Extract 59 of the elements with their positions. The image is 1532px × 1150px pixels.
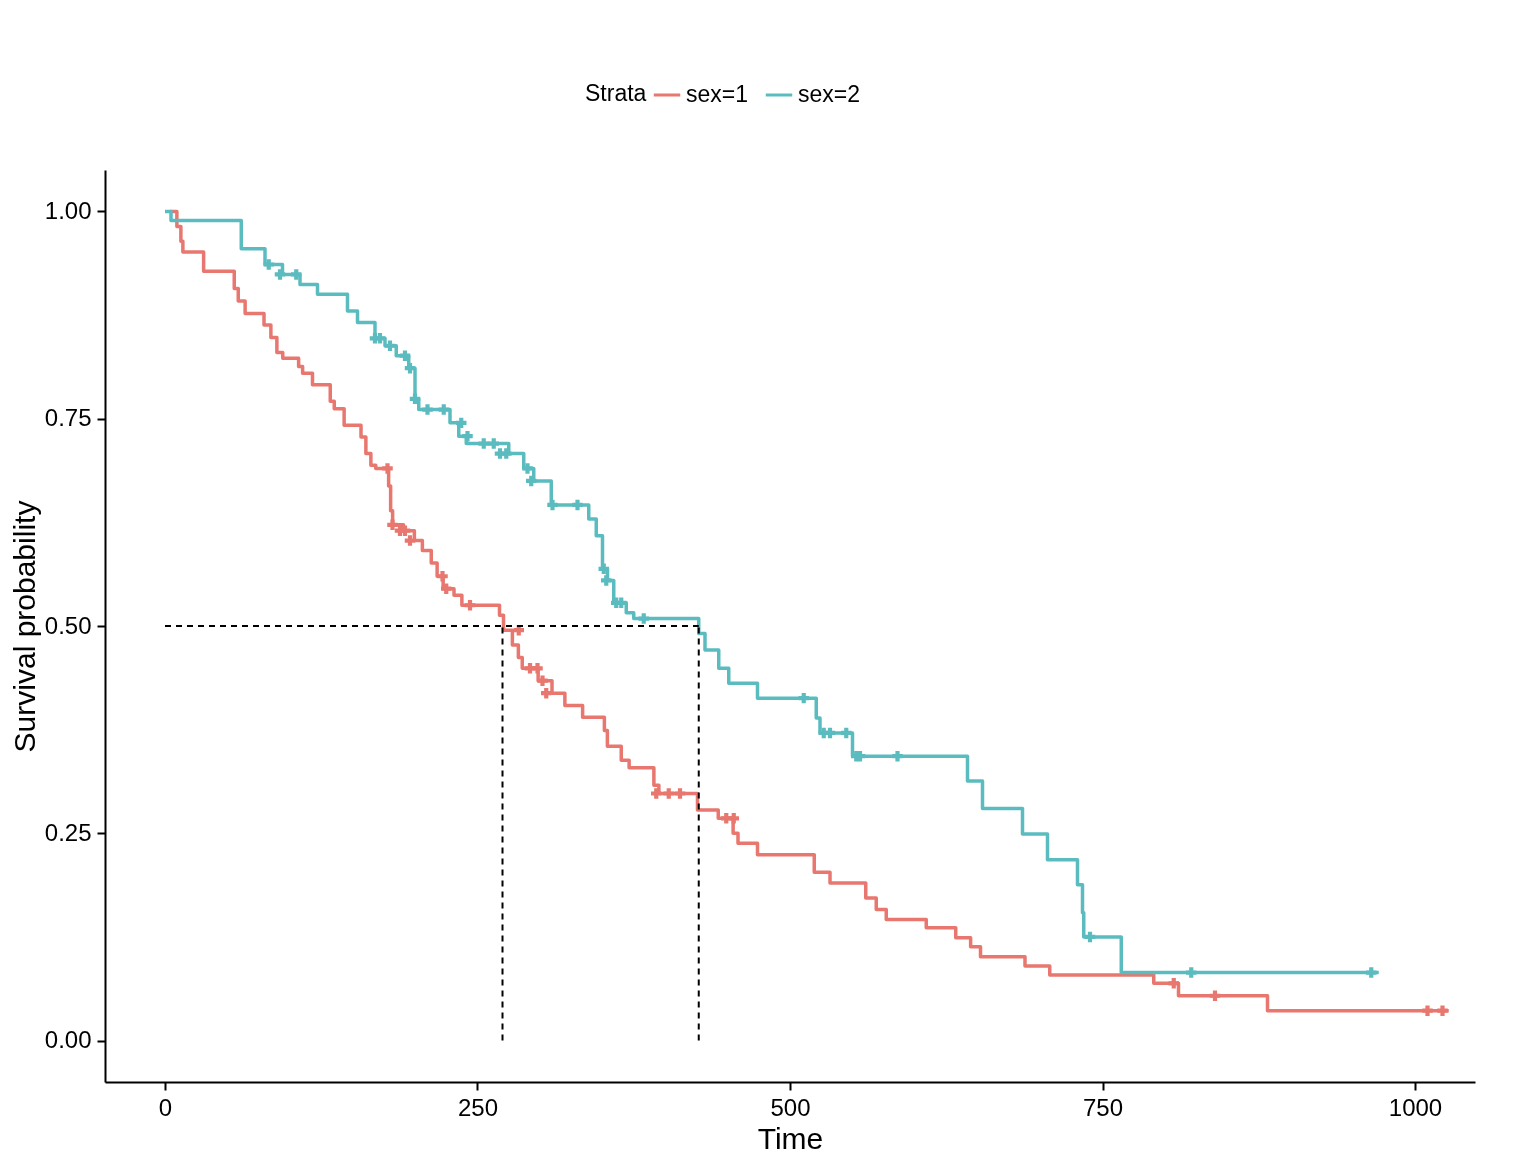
y-tick-label: 0.25 xyxy=(44,818,92,846)
y-tick-label: 0.50 xyxy=(44,611,92,639)
point xyxy=(798,692,809,704)
x-tick-label: 1000 xyxy=(1388,1093,1443,1121)
point xyxy=(478,438,489,449)
point xyxy=(598,563,609,575)
y-axis-title: Survival probability xyxy=(7,500,41,753)
point xyxy=(399,350,411,361)
point xyxy=(526,475,537,487)
point xyxy=(638,613,649,624)
point xyxy=(572,499,583,511)
point xyxy=(437,571,448,582)
point xyxy=(456,417,467,429)
point xyxy=(728,813,739,824)
point xyxy=(663,788,674,799)
point xyxy=(501,448,512,459)
y-tick-label: 1.00 xyxy=(44,196,92,224)
point xyxy=(1366,967,1377,978)
point xyxy=(274,269,286,280)
point xyxy=(438,404,449,415)
point xyxy=(532,663,543,674)
point xyxy=(1209,990,1221,1002)
point xyxy=(601,575,612,586)
legend-title: Strata xyxy=(585,80,647,106)
point xyxy=(651,788,662,799)
point xyxy=(382,463,393,474)
point xyxy=(1186,967,1197,978)
point xyxy=(422,404,433,415)
point xyxy=(1168,978,1179,989)
point xyxy=(462,430,473,442)
x-tick-label: 500 xyxy=(770,1093,811,1121)
point xyxy=(384,340,396,352)
legend-label: sex=2 xyxy=(798,81,861,107)
point xyxy=(674,788,686,799)
point xyxy=(464,600,476,611)
point xyxy=(263,259,274,270)
point xyxy=(841,727,852,739)
point xyxy=(387,519,398,531)
y-tick-label: 0.00 xyxy=(44,1026,92,1054)
point xyxy=(1422,1005,1433,1016)
point xyxy=(522,463,533,474)
point xyxy=(1084,931,1096,943)
point xyxy=(892,750,903,762)
point xyxy=(541,687,552,699)
x-tick-label: 250 xyxy=(457,1093,499,1121)
point xyxy=(547,499,558,511)
x-tick-label: 750 xyxy=(1082,1093,1124,1121)
x-tick-label: 0 xyxy=(158,1093,173,1121)
point xyxy=(537,675,548,686)
point xyxy=(409,393,421,405)
point xyxy=(291,269,302,280)
x-axis-title: Time xyxy=(757,1121,824,1150)
point xyxy=(1437,1005,1448,1016)
y-tick-label: 0.75 xyxy=(44,404,92,432)
legend-label: sex=1 xyxy=(686,81,749,107)
point xyxy=(488,438,499,449)
point xyxy=(441,583,452,594)
point xyxy=(404,362,416,374)
point xyxy=(404,535,416,546)
